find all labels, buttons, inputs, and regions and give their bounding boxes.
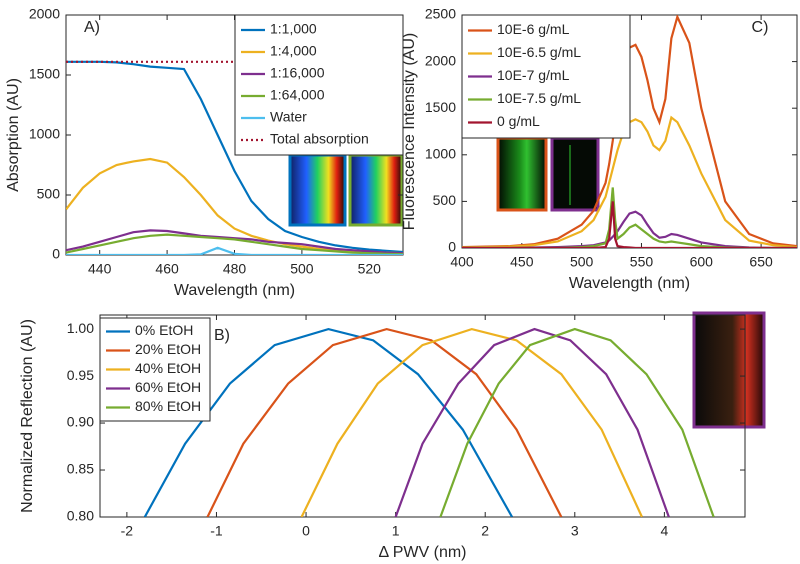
legend-label: 80% EtOH	[135, 398, 201, 414]
y-tick-label: 0.80	[67, 508, 94, 524]
x-tick-label: 480	[223, 261, 247, 277]
y-tick-label: 0.95	[67, 367, 94, 383]
y-tick-label: 1500	[425, 99, 456, 115]
x-tick-label: 400	[450, 254, 474, 270]
series-line	[300, 327, 643, 517]
legend-label: 10E-6.5 g/mL	[497, 44, 581, 60]
series-line	[143, 327, 514, 517]
legend-label: 40% EtOH	[135, 360, 201, 376]
panel-label: A)	[84, 19, 100, 36]
legend: 1:1,000 1:4,000 1:16,000 1:64,000 Water Total…	[234, 14, 404, 156]
y-tick-label: 2000	[425, 52, 456, 68]
series-line	[66, 246, 403, 255]
legend-label: 1:16,000	[270, 65, 325, 81]
y-tick-label: 0	[52, 246, 60, 262]
series-line	[439, 327, 715, 517]
x-tick-label: 3	[571, 523, 579, 539]
x-tick-label: 0	[302, 523, 310, 539]
panel: 440 460 480 500 520 0 500 1000 1500 2000 Wavelengt…	[5, 6, 404, 299]
x-tick-label: 520	[358, 261, 382, 277]
inset-image	[692, 311, 766, 429]
series-line	[66, 229, 403, 255]
x-tick-label: 550	[630, 254, 654, 270]
x-tick-label: 2	[481, 523, 489, 539]
x-tick-label: 500	[570, 254, 594, 270]
legend: 10E-6 g/mL 10E-6.5 g/mL 10E-7 g/mL 10E-7.5 …	[461, 14, 631, 139]
legend-label: 0% EtOH	[135, 322, 193, 338]
legend-box	[234, 14, 404, 156]
series-line	[394, 327, 670, 517]
series-line	[462, 115, 797, 248]
legend-label: 0 g/mL	[497, 113, 540, 129]
legend-label: 1:64,000	[270, 87, 325, 103]
legend-label: Water	[270, 109, 307, 125]
legend-box	[99, 317, 211, 422]
y-tick-label: 0	[448, 239, 456, 255]
y-tick-label: 500	[37, 186, 61, 202]
x-tick-label: 650	[749, 254, 773, 270]
x-axis-label: Wavelength (nm)	[174, 282, 295, 299]
x-tick-label: 600	[690, 254, 714, 270]
y-tick-label: 500	[433, 192, 457, 208]
x-tick-label: -2	[121, 523, 134, 539]
series-line	[462, 201, 797, 248]
series-line	[462, 15, 797, 248]
inset-images	[288, 136, 766, 429]
y-axis-label: Normalized Reflection (AU)	[19, 319, 36, 513]
x-tick-label: 460	[155, 261, 179, 277]
legend-label: 1:4,000	[270, 43, 317, 59]
x-tick-label: 500	[290, 261, 314, 277]
series-line	[66, 233, 403, 255]
x-tick-label: 4	[660, 523, 668, 539]
panel: 400 450 500 550 600 650 0 500 1000 1500 2000 2500 Wa…	[401, 6, 798, 292]
legend-label: Total absorption	[270, 131, 369, 147]
x-tick-label: -1	[210, 523, 223, 539]
x-tick-label: 450	[510, 254, 534, 270]
y-tick-label: 2500	[425, 6, 456, 22]
inset-image	[496, 136, 548, 212]
y-tick-label: 1000	[425, 146, 456, 162]
series-line	[206, 327, 563, 517]
x-tick-label: 440	[88, 261, 112, 277]
inset-image	[348, 153, 404, 227]
y-tick-label: 0.90	[67, 414, 94, 430]
legend-label: 10E-7 g/mL	[497, 67, 570, 83]
series-line	[66, 157, 403, 255]
y-tick-label: 1500	[29, 66, 60, 82]
legend-label: 20% EtOH	[135, 341, 201, 357]
panel-label: B)	[214, 327, 230, 344]
legend-label: 10E-6 g/mL	[497, 21, 570, 37]
y-tick-label: 1.00	[67, 320, 94, 336]
legend: 0% EtOH 20% EtOH 40% EtOH 60% EtOH 80% EtOH	[99, 317, 211, 422]
y-axis-label: Absorption (AU)	[5, 78, 22, 192]
y-tick-label: 0.85	[67, 461, 94, 477]
inset-image	[550, 136, 600, 212]
y-axis-label: Fluorescence Intensity (AU)	[401, 33, 418, 230]
y-tick-label: 2000	[29, 6, 60, 22]
panel-label: C)	[752, 19, 769, 36]
x-axis-label: Δ PWV (nm)	[378, 544, 466, 561]
x-axis-label: Wavelength (nm)	[569, 275, 690, 292]
legend-label: 60% EtOH	[135, 379, 201, 395]
panel: -2 -1 0 1 2 3 4 0.80 0.85 0.90 0.95 1.00 Δ PWV (nm) N…	[19, 314, 746, 561]
y-tick-label: 1000	[29, 126, 60, 142]
x-tick-label: 1	[392, 523, 400, 539]
legend-label: 10E-7.5 g/mL	[497, 90, 581, 106]
inset-image	[288, 153, 347, 227]
legend-label: 1:1,000	[270, 21, 317, 37]
series-line	[66, 60, 403, 254]
